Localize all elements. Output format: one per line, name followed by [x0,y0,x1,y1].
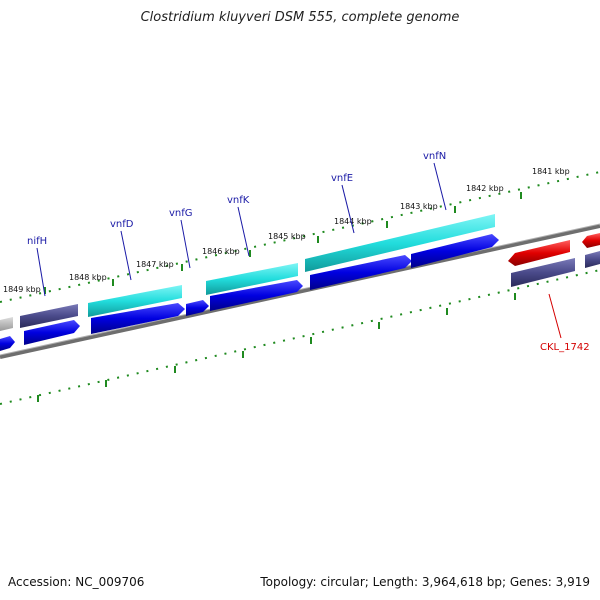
feature-gray [0,317,13,331]
feature-red-1742 [508,240,570,266]
tick-label: 1843 kbp [400,202,438,211]
gene-leader-line-red [548,293,562,339]
genome-summary: Topology: circular; Length: 3,964,618 bp… [260,575,590,589]
gene-label-vnfK: vnfK [227,195,250,206]
feature-track-lower [0,234,600,351]
feature-track-upper [0,214,600,331]
tick-label: 1844 kbp [334,217,372,226]
gene-label-vnfD: vnfD [110,219,134,230]
gene-label-vnfN: vnfN [423,151,446,162]
cds-blue [210,280,303,311]
gene-labels: nifH vnfD vnfG vnfK vnfE vnfN CKL_1742 [27,151,590,353]
tick-label: 1849 kbp [3,285,41,294]
feature-purple [511,258,575,287]
tick-label: 1847 kbp [136,260,174,269]
tick-label: 1842 kbp [466,184,504,193]
genome-backbone [0,223,600,359]
cds-blue [186,300,209,316]
outer-tick-track [0,171,600,303]
gene-label-nifH: nifH [27,236,47,247]
tick-label: 1848 kbp [69,273,107,282]
tick-label: 1845 kbp [268,232,306,241]
feature-cyan-vnfK [206,263,298,295]
page-title: Clostridium kluyveri DSM 555, complete g… [140,10,460,25]
feature-purple [585,251,600,268]
gene-leader-lines [36,162,447,297]
cds-blue [24,320,80,345]
cds-blue [0,336,15,351]
gene-label-vnfG: vnfG [169,208,193,219]
feature-red-next [582,233,600,248]
cds-blue [411,234,499,268]
tick-labels: 1849 kbp 1848 kbp 1847 kbp 1846 kbp 1845… [3,167,570,294]
feature-purple-nifH [20,304,78,328]
feature-cyan-vnfD [88,285,182,317]
accession-label: Accession: NC_009706 [8,575,145,589]
feature-cyan-vnfE-N [305,214,495,272]
major-ticks-outer [44,192,522,294]
tick-label: 1841 kbp [532,167,570,176]
gene-label-vnfE: vnfE [331,173,353,184]
gene-label-CKL_1742: CKL_1742 [540,342,590,353]
tick-label: 1846 kbp [202,247,240,256]
cds-blue [91,303,185,334]
major-ticks-inner [37,293,516,402]
cds-blue [310,255,412,290]
